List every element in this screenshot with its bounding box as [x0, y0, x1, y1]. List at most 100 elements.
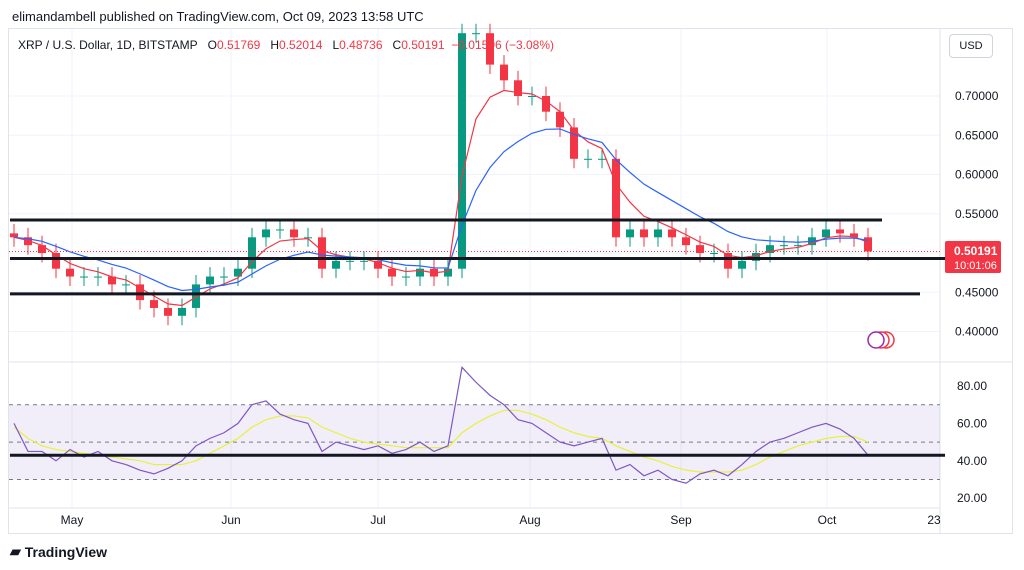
price-tag-price: 0.50191 [954, 244, 998, 258]
candle-body [24, 237, 32, 246]
candle-body [416, 268, 424, 277]
price-tick-label: 0.70000 [955, 89, 999, 103]
time-tick-label: 23 [927, 513, 941, 527]
candle-body [626, 229, 634, 238]
candle-body [164, 307, 172, 316]
time-tick-label: Jul [370, 513, 385, 527]
price-tick-label: 0.45000 [955, 285, 999, 299]
candle-body [360, 260, 368, 262]
candle-body [290, 229, 298, 238]
candle-body [52, 253, 60, 269]
candle-body [668, 229, 676, 238]
candle-body [374, 260, 382, 269]
candle-body [318, 237, 326, 269]
candle-body [38, 245, 46, 253]
candle-body [262, 229, 270, 238]
candle-body [696, 245, 704, 253]
time-tick-label: Aug [519, 513, 540, 527]
open-label: O [207, 38, 217, 52]
candle-body [612, 158, 620, 238]
candle-body [150, 300, 158, 308]
price-tag-countdown: 10:01:06 [954, 260, 997, 272]
candle-body [654, 229, 662, 238]
price-tick-label: 0.55000 [955, 207, 999, 221]
candle-body [94, 276, 102, 278]
candle-body [458, 33, 466, 269]
candle-body [234, 268, 242, 277]
high-label: H [270, 38, 280, 52]
candle-body [682, 237, 690, 246]
candle-body [514, 80, 522, 96]
candle-body [724, 253, 732, 269]
close-value: 0.50191 [401, 38, 445, 52]
ma-slow-line [13, 128, 869, 292]
price-tick-label: 0.65000 [955, 128, 999, 142]
event-icon [867, 331, 885, 349]
logo-text: TradingView [24, 543, 107, 560]
candle-body [206, 276, 214, 285]
candle-body [486, 33, 494, 65]
rsi-line [13, 366, 869, 484]
candle-body [794, 245, 802, 247]
candle-body [304, 237, 312, 239]
candle-body [10, 233, 18, 238]
candle-body [346, 260, 354, 262]
candle-body [556, 111, 564, 128]
candle-body [570, 127, 578, 159]
price-tick-label: 0.60000 [955, 168, 999, 182]
tv-logo-icon: ▰ [10, 543, 21, 559]
rsi-ma-line [13, 409, 869, 473]
candle-body [248, 237, 256, 269]
candle-body [780, 245, 788, 247]
rsi-tick-label: 80.00 [957, 379, 987, 393]
high-value: 0.52014 [279, 38, 323, 52]
candle-body [864, 237, 872, 252]
close-label: C [392, 38, 402, 52]
rsi-tick-label: 60.00 [957, 416, 987, 430]
symbol-name[interactable]: XRP / U.S. Dollar, 1D, BITSTAMP [18, 38, 198, 52]
candle-body [220, 276, 228, 278]
low-value: 0.48736 [339, 38, 383, 52]
candle-body [598, 158, 606, 160]
candle-body [584, 158, 592, 160]
candle-body [66, 268, 74, 277]
candle-body [192, 284, 200, 308]
candle-body [738, 260, 746, 269]
ma-fast-line [13, 89, 869, 307]
candle-body [178, 307, 186, 316]
candle-body [822, 229, 830, 238]
tradingview-logo[interactable]: ▰ TradingView [10, 543, 107, 560]
candle-body [752, 253, 760, 261]
symbol-legend: XRP / U.S. Dollar, 1D, BITSTAMP O0.51769… [18, 38, 554, 52]
rsi-tick-label: 20.00 [957, 491, 987, 505]
candle-body [766, 245, 774, 253]
rsi-tick-label: 40.00 [957, 454, 987, 468]
candle-body [500, 64, 508, 81]
candle-body [402, 276, 410, 278]
open-value: 0.51769 [216, 38, 261, 52]
price-tick-label: 0.40000 [955, 325, 999, 339]
candle-body [836, 229, 844, 234]
candle-body [108, 276, 116, 285]
change-value: −0.01596 (−3.08%) [451, 38, 555, 52]
time-tick-label: Sep [670, 513, 692, 527]
candle-body [542, 96, 550, 112]
time-tick-label: Oct [818, 513, 837, 527]
candle-body [276, 229, 284, 231]
candle-body [528, 96, 536, 97]
candle-body [136, 284, 144, 301]
candle-body [332, 260, 340, 269]
chart-frame [8, 28, 1013, 534]
candle-body [388, 268, 396, 277]
candle-body [640, 229, 648, 238]
time-tick-label: May [61, 513, 84, 527]
candle-body [472, 33, 480, 35]
candle-body [122, 284, 130, 286]
candle-body [80, 276, 88, 278]
candle-body [444, 268, 452, 277]
price-tag [945, 241, 1001, 273]
currency-button[interactable]: USD [949, 34, 993, 58]
low-label: L [332, 38, 340, 52]
published-header: elimandambell published on TradingView.c… [12, 9, 424, 24]
